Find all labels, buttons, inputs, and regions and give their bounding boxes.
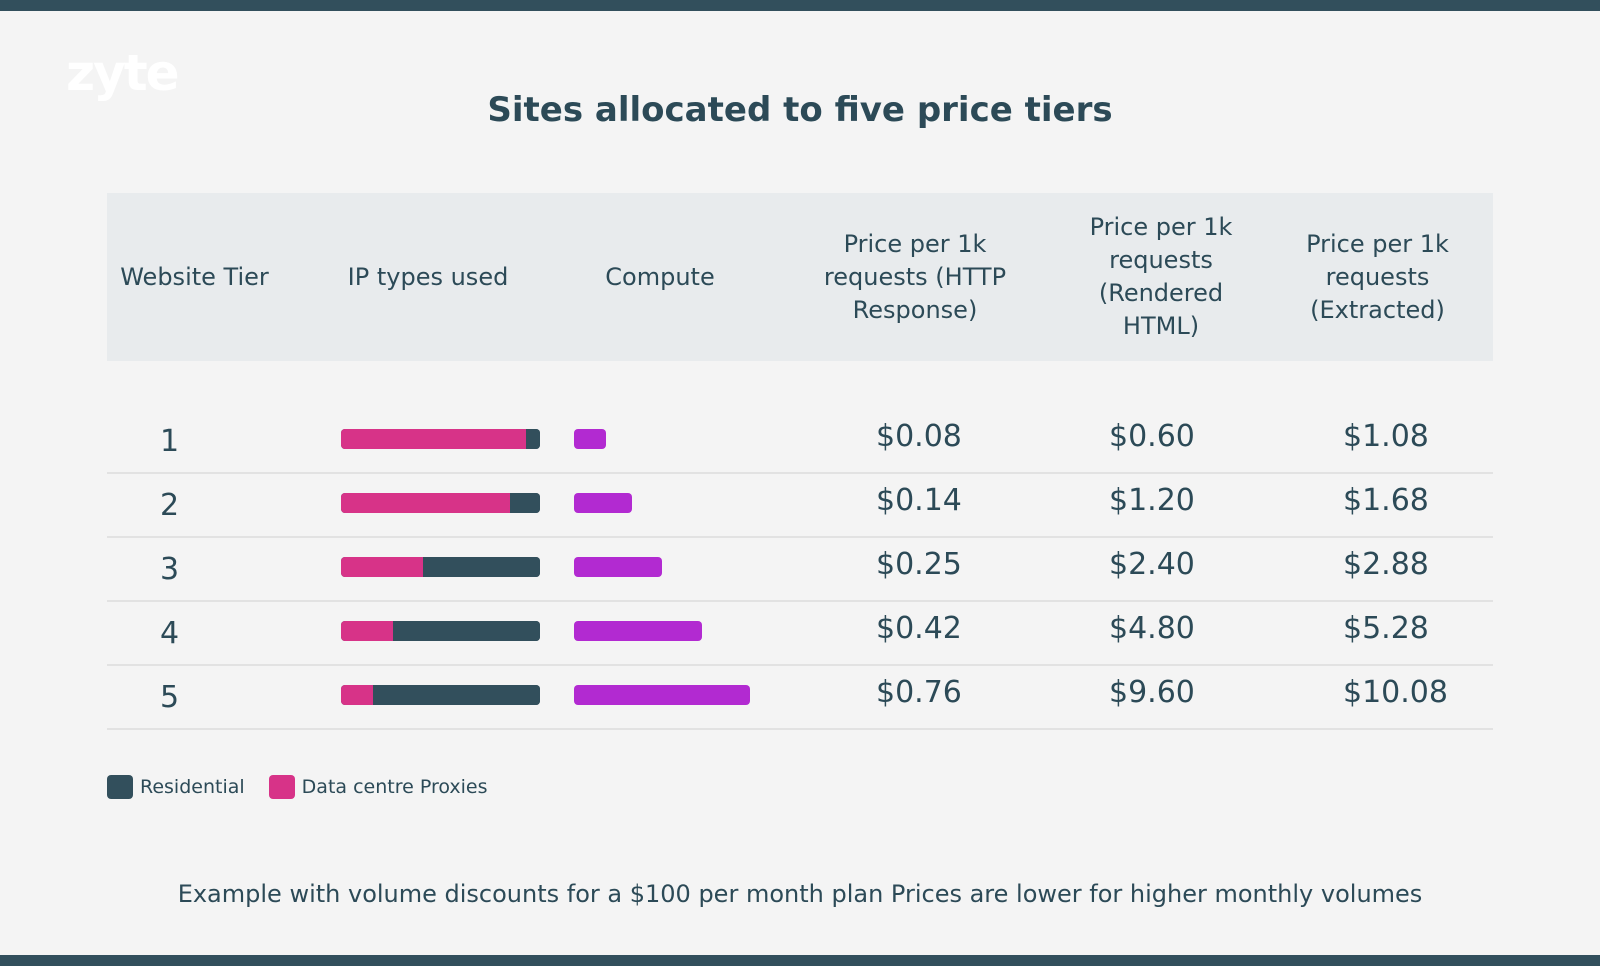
tier-number: 2: [160, 488, 180, 523]
price-http: $0.08: [876, 419, 962, 454]
header-ip-types: IP types used: [347, 262, 509, 291]
ip-bar-residential-segment: [392, 621, 540, 641]
header-price-http: Price per 1k requests (HTTP Response): [823, 229, 1007, 324]
legend-swatch-data-centre: [268, 775, 295, 799]
ip-bar-data-centre-segment: [341, 557, 423, 577]
tier-number: 4: [160, 616, 180, 651]
row-divider: [107, 600, 1493, 602]
price-extracted: $5.28: [1343, 611, 1429, 646]
price-extracted: $2.88: [1343, 547, 1429, 582]
ip-types-bar: [341, 557, 540, 577]
legend-swatch-residential: [107, 775, 133, 799]
row-divider: [107, 536, 1493, 538]
price-rendered: $1.20: [1109, 483, 1195, 518]
table-header: [107, 193, 1493, 361]
price-http: $0.76: [876, 675, 962, 710]
price-extracted: $1.08: [1343, 419, 1429, 454]
legend-label-residential: Residential: [140, 776, 245, 798]
price-rendered: $4.80: [1109, 611, 1195, 646]
tier-number: 5: [160, 680, 180, 715]
ip-bar-data-centre-segment: [341, 429, 527, 449]
ip-types-bar: [341, 685, 540, 705]
row-divider: [107, 472, 1493, 474]
legend-label-data-centre: Data centre Proxies: [301, 776, 488, 798]
tier-number: 3: [160, 552, 180, 587]
chart-title: Sites allocated to five price tiers: [487, 90, 1113, 130]
price-rendered: $2.40: [1109, 547, 1195, 582]
header-website-tier: Website Tier: [120, 262, 269, 291]
legend-item-residential: Residential: [107, 775, 245, 799]
price-extracted: $1.68: [1343, 483, 1429, 518]
row-divider: [107, 664, 1493, 666]
header-price-rendered: Price per 1k requests (Rendered HTML): [1089, 213, 1233, 340]
ip-bar-data-centre-segment: [341, 621, 393, 641]
compute-bar: [574, 429, 606, 449]
ip-bar-data-centre-segment: [341, 493, 511, 513]
compute-bar: [574, 685, 750, 705]
price-extracted: $10.08: [1343, 675, 1448, 710]
ip-bar-residential-segment: [372, 685, 540, 705]
footnote: Example with volume discounts for a $100…: [177, 880, 1423, 908]
compute-bar: [574, 493, 633, 513]
row-divider: [107, 728, 1493, 730]
ip-bar-residential-segment: [422, 557, 540, 577]
header-price-extracted: Price per 1k requests (Extracted): [1306, 229, 1449, 324]
ip-types-bar: [341, 621, 540, 641]
compute-bar: [574, 621, 703, 641]
legend-item-data-centre: Data centre Proxies: [268, 775, 488, 799]
ip-bar-residential-segment: [526, 429, 540, 449]
price-http: $0.14: [876, 483, 962, 518]
top-band: [0, 0, 1600, 11]
ip-bar-data-centre-segment: [341, 685, 373, 705]
compute-bar: [574, 557, 662, 577]
ip-types-bar: [341, 493, 540, 513]
price-http: $0.25: [876, 547, 962, 582]
bottom-band: [0, 955, 1600, 966]
legend: Residential Data centre Proxies: [107, 775, 512, 799]
price-rendered: $0.60: [1109, 419, 1195, 454]
zyte-logo: zyte: [66, 44, 180, 102]
ip-types-bar: [341, 429, 540, 449]
price-rendered: $9.60: [1109, 675, 1195, 710]
header-compute: Compute: [605, 262, 715, 291]
tier-number: 1: [160, 424, 180, 459]
price-http: $0.42: [876, 611, 962, 646]
ip-bar-residential-segment: [510, 493, 540, 513]
